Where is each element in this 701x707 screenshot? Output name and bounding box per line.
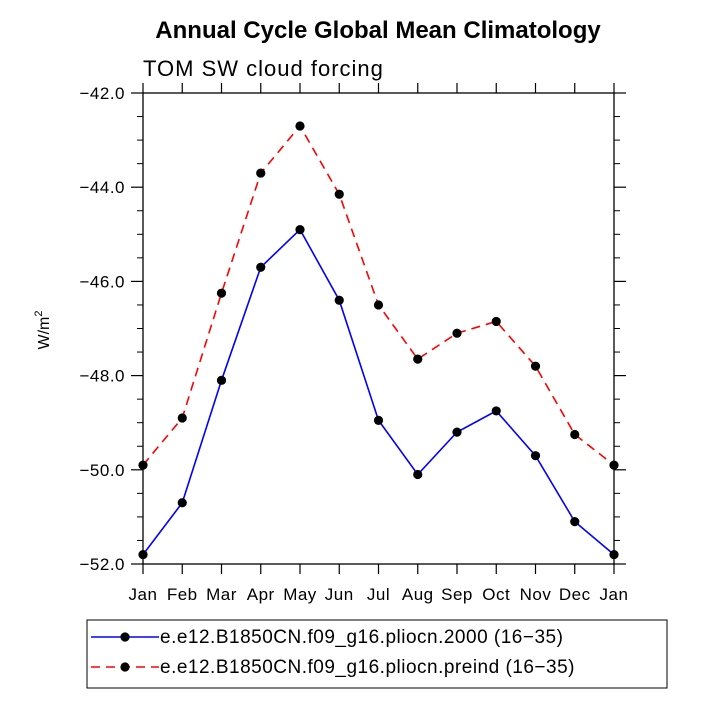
series-2-point xyxy=(177,413,187,423)
chart-title: Annual Cycle Global Mean Climatology xyxy=(155,17,601,44)
series-2-point xyxy=(334,189,344,199)
series-group xyxy=(138,121,619,560)
x-tick-label: May xyxy=(283,585,317,604)
y-tick-label: −44.0 xyxy=(79,178,125,197)
x-tick-label: Jan xyxy=(600,585,629,604)
legend-label-1: e.e12.B1850CN.f09_g16.pliocn.2000 (16−35… xyxy=(160,627,563,648)
x-tick-label: Jan xyxy=(129,585,158,604)
series-1-point xyxy=(177,498,187,508)
series-2-point xyxy=(373,300,384,310)
y-tick-label: −42.0 xyxy=(79,84,125,103)
plot-frame-group xyxy=(142,92,615,565)
series-2-point xyxy=(295,121,305,131)
series-2-point xyxy=(452,328,462,338)
series-2-point xyxy=(491,316,501,327)
series-1-point xyxy=(334,295,344,305)
series-1-point xyxy=(570,517,580,527)
series-1-point xyxy=(295,224,305,235)
x-tick-label: Jun xyxy=(325,585,354,604)
series-2-point xyxy=(216,288,227,298)
x-tick-label: Apr xyxy=(247,585,275,604)
series-1-point xyxy=(138,549,148,560)
x-tick-label: Sep xyxy=(441,585,473,604)
series-line-1 xyxy=(142,228,615,556)
series-1-point xyxy=(609,549,619,560)
x-tick-label: Oct xyxy=(482,585,510,604)
series-2-point xyxy=(609,460,619,470)
series-1-point xyxy=(413,469,423,480)
plot-frame xyxy=(142,92,615,565)
series-1-point xyxy=(216,375,227,385)
y-tick-label: −50.0 xyxy=(79,461,125,480)
x-tick-label: Feb xyxy=(167,585,198,604)
series-line-2 xyxy=(142,124,615,466)
y-tick-label: −48.0 xyxy=(79,367,125,386)
series-2-point xyxy=(138,460,148,470)
series-1-point xyxy=(256,262,266,272)
text-group: Jan Feb Mar Apr May Jun Jul Aug Sep Oct Nov Dec Jan−… xyxy=(33,17,628,604)
chart-subtitle: TOM SW cloud forcing xyxy=(143,56,384,81)
series-1-point xyxy=(491,406,501,416)
axis-ticks-group xyxy=(131,83,626,574)
series-2-point xyxy=(256,168,266,178)
x-tick-label: Jul xyxy=(367,585,390,604)
y-axis-label-superscript: 2 xyxy=(33,311,45,317)
y-axis-label-base: W/m xyxy=(36,317,53,350)
x-tick-label: Dec xyxy=(559,585,591,604)
legend-marker-2 xyxy=(120,662,130,672)
y-tick-label: −46.0 xyxy=(79,272,125,291)
legend-label-2: e.e12.B1850CN.f09_g16.pliocn.preind (16−… xyxy=(160,657,575,678)
series-2-point xyxy=(530,361,541,371)
x-tick-label: Mar xyxy=(206,585,237,604)
series-2-point xyxy=(413,354,423,364)
series-1-point xyxy=(530,451,541,461)
x-tick-label: Aug xyxy=(402,585,434,604)
y-axis-label: W/m2 xyxy=(33,311,53,350)
legend-marker-1 xyxy=(120,632,130,642)
y-tick-label: −52.0 xyxy=(79,555,125,574)
x-tick-label: Nov xyxy=(520,585,552,604)
legend: e.e12.B1850CN.f09_g16.pliocn.2000 (16−35… xyxy=(86,619,668,689)
series-1-point xyxy=(373,415,384,425)
series-2-point xyxy=(570,429,580,440)
series-1-point xyxy=(452,427,462,437)
legend-box xyxy=(86,619,668,689)
